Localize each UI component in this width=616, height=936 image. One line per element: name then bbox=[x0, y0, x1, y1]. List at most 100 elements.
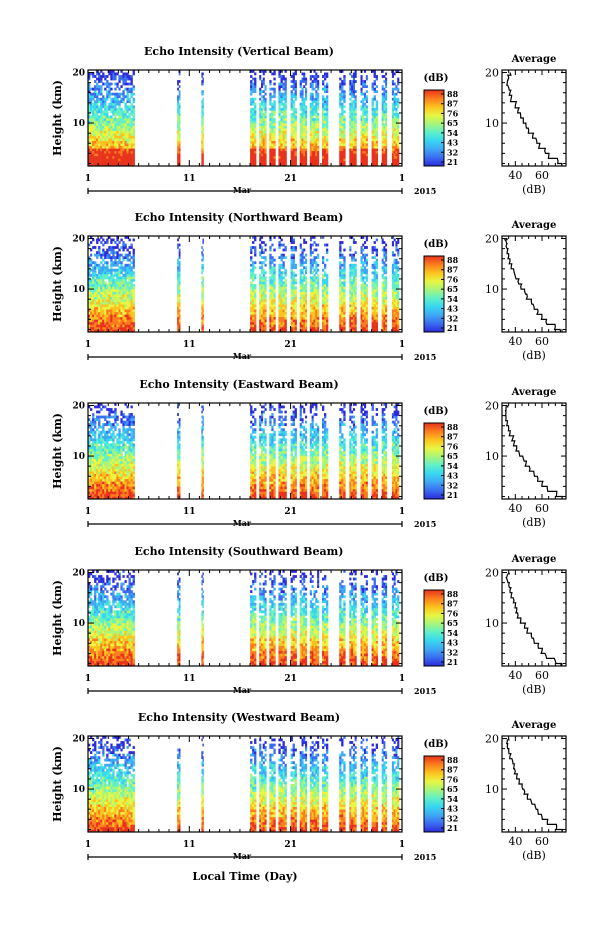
heatmap-cell bbox=[355, 269, 357, 272]
heatmap-cell bbox=[114, 93, 116, 96]
heatmap-cell bbox=[110, 319, 112, 322]
heatmap-cell bbox=[374, 108, 376, 111]
heatmap-cell bbox=[285, 110, 287, 113]
heatmap-cell bbox=[133, 274, 135, 277]
heatmap-cell bbox=[339, 307, 341, 310]
heatmap-cell bbox=[339, 261, 341, 264]
heatmap-cell bbox=[129, 254, 131, 257]
heatmap-cell bbox=[397, 161, 399, 164]
heatmap-cell bbox=[92, 307, 94, 310]
heatmap-cell bbox=[283, 88, 285, 91]
heatmap-cell bbox=[376, 105, 378, 108]
heatmap-cell bbox=[127, 151, 129, 154]
heatmap-cell bbox=[110, 116, 112, 119]
heatmap-cell bbox=[362, 148, 364, 151]
heatmap-cell bbox=[317, 309, 319, 312]
heatmap-cell bbox=[295, 128, 297, 131]
heatmap-cell bbox=[118, 93, 120, 96]
heatmap-cell bbox=[131, 113, 133, 116]
heatmap-cell bbox=[118, 128, 120, 131]
heatmap-cell bbox=[374, 148, 376, 151]
heatmap-cell bbox=[120, 302, 122, 305]
heatmap-cell bbox=[295, 312, 297, 315]
heatmap-cell bbox=[122, 113, 124, 116]
heatmap-cell bbox=[263, 274, 265, 277]
heatmap-cell bbox=[293, 156, 295, 159]
heatmap-cell bbox=[131, 282, 133, 285]
heatmap-cell bbox=[98, 294, 100, 297]
heatmap-cell bbox=[314, 156, 316, 159]
heatmap-cell bbox=[317, 307, 319, 310]
heatmap-cell bbox=[293, 317, 295, 320]
heatmap-cell bbox=[355, 138, 357, 141]
heatmap-cell bbox=[94, 261, 96, 264]
heatmap-cell bbox=[364, 136, 366, 139]
heatmap-cell bbox=[305, 287, 307, 290]
heatmap-cell bbox=[343, 141, 345, 144]
heatmap-cell bbox=[100, 153, 102, 156]
heatmap-cell bbox=[269, 98, 271, 101]
heatmap-cell bbox=[254, 299, 256, 302]
heatmap-cell bbox=[341, 324, 343, 327]
heatmap-cell bbox=[263, 90, 265, 93]
heatmap-cell bbox=[281, 274, 283, 277]
heatmap-cell bbox=[118, 88, 120, 91]
heatmap-cell bbox=[362, 153, 364, 156]
heatmap-cell bbox=[295, 153, 297, 156]
heatmap-cell bbox=[355, 282, 357, 285]
heatmap-cell bbox=[322, 322, 324, 325]
heatmap-cell bbox=[351, 297, 353, 300]
heatmap-cell bbox=[285, 312, 287, 315]
heatmap-cell bbox=[285, 299, 287, 302]
heatmap-cell bbox=[179, 133, 181, 136]
heatmap-cell bbox=[395, 312, 397, 315]
heatmap-cell bbox=[349, 80, 351, 83]
colorbar-label: 87 bbox=[447, 99, 458, 109]
heatmap-cell bbox=[263, 279, 265, 282]
heatmap-cell bbox=[285, 287, 287, 290]
heatmap-cell bbox=[324, 108, 326, 111]
heatmap-cell bbox=[127, 83, 129, 86]
heatmap-cell bbox=[131, 261, 133, 264]
heatmap-cell bbox=[374, 246, 376, 249]
heatmap-cell bbox=[263, 319, 265, 322]
heatmap-cell bbox=[291, 141, 293, 144]
heatmap-cell bbox=[339, 292, 341, 295]
heatmap-cell bbox=[259, 75, 261, 78]
heatmap-cell bbox=[300, 246, 302, 249]
heatmap-cell bbox=[374, 264, 376, 267]
heatmap-cell bbox=[104, 319, 106, 322]
heatmap-cell bbox=[118, 254, 120, 257]
heatmap-cell bbox=[355, 287, 357, 290]
heatmap-cell bbox=[291, 292, 293, 295]
heatmap-cell bbox=[278, 88, 280, 91]
heatmap-cell bbox=[125, 141, 127, 144]
heatmap-cell bbox=[177, 148, 179, 151]
heatmap-cell bbox=[269, 271, 271, 274]
heatmap-cell bbox=[351, 95, 353, 98]
heatmap-cell bbox=[273, 161, 275, 164]
heatmap-cell bbox=[129, 158, 131, 161]
heatmap-cell bbox=[295, 292, 297, 295]
heatmap-cell bbox=[394, 131, 396, 134]
heatmap-cell bbox=[285, 302, 287, 305]
heatmap-cell bbox=[112, 251, 114, 254]
heatmap-cell bbox=[285, 269, 287, 272]
heatmap-cell bbox=[372, 108, 374, 111]
heatmap-cell bbox=[317, 128, 319, 131]
heatmap-cell bbox=[114, 143, 116, 146]
heatmap-cell bbox=[259, 289, 261, 292]
heatmap-cell bbox=[374, 304, 376, 307]
heatmap-cell bbox=[179, 126, 181, 129]
heatmap-cell bbox=[179, 276, 181, 279]
heatmap-cell bbox=[293, 78, 295, 81]
heatmap-cell bbox=[355, 110, 357, 113]
x-tick-label: 11 bbox=[183, 174, 196, 184]
heatmap-cell bbox=[355, 131, 357, 134]
heatmap-cell bbox=[131, 141, 133, 144]
heatmap-cell bbox=[394, 287, 396, 290]
heatmap-cell bbox=[269, 292, 271, 295]
heatmap-cell bbox=[362, 126, 364, 129]
heatmap-cell bbox=[295, 289, 297, 292]
heatmap-cell bbox=[254, 83, 256, 86]
